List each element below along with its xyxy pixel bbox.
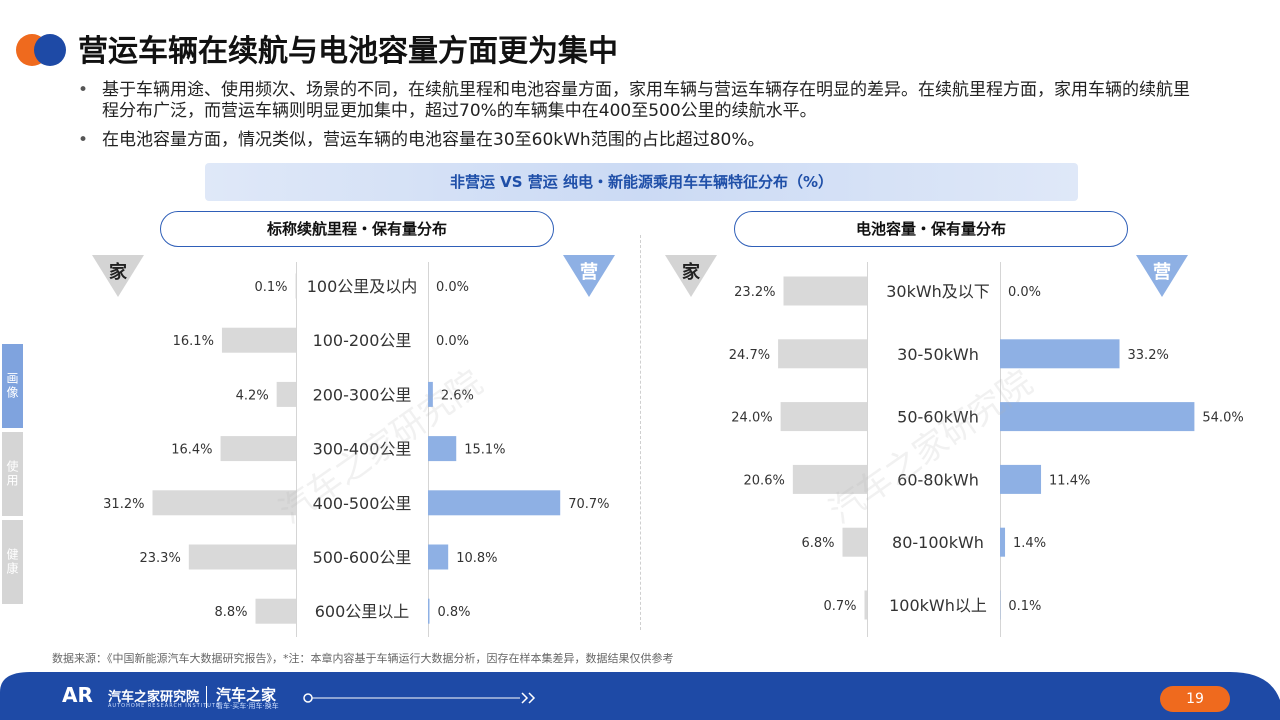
battery-private-bar [780,402,867,432]
panel-divider [640,235,641,630]
range-category-label: 400-500公里 [313,494,412,513]
range-commercial-bar [428,381,433,407]
range-private-bar [221,327,296,353]
battery-commercial-value-label: 0.1% [1008,599,1041,614]
range-commercial-value-label: 10.8% [456,551,497,566]
battery-private-value-label: 24.7% [729,348,770,363]
battery-private-bar [842,527,867,557]
side-tab-health[interactable]: 健康 [2,520,23,604]
page-title: 营运车辆在续航与电池容量方面更为集中 [78,34,618,69]
footer-brand: 汽车之家 [216,686,277,704]
title-decoration-icon [16,34,66,66]
bullet-item: 在电池容量方面，情况类似，营运车辆的电池容量在30至60kWh范围的占比超过80… [78,130,1198,151]
range-private-value-label: 16.4% [171,443,212,458]
footer-logo-icon: AR [62,684,93,706]
battery-commercial-value-label: 0.0% [1008,285,1041,300]
battery-category-label: 100kWh以上 [889,596,987,615]
range-category-label: 100-200公里 [313,331,412,350]
battery-category-label: 80-100kWh [892,533,984,552]
range-commercial-bar [428,436,457,462]
private-marker-label: 家 [109,262,127,283]
commercial-marker-label: 营 [580,262,598,283]
battery-commercial-bar [1000,464,1042,494]
range-private-value-label: 23.3% [140,551,181,566]
battery-private-value-label: 0.7% [823,599,856,614]
range-commercial-value-label: 0.8% [437,605,470,620]
range-commercial-value-label: 70.7% [568,497,609,512]
battery-chart-title: 电池容量・保有量分布 [734,211,1128,247]
chart-banner: 非营运 VS 营运 纯电・新能源乘用车车辆特征分布（%） [205,163,1078,201]
page-number: 19 [1160,686,1230,712]
battery-private-value-label: 6.8% [801,536,834,551]
battery-commercial-bar [1000,339,1120,369]
commercial-marker-icon [563,255,615,297]
private-marker-icon-2 [665,255,717,297]
range-chart-title: 标称续航里程・保有量分布 [160,211,554,247]
range-commercial-value-label: 0.0% [436,334,469,349]
battery-commercial-value-label: 33.2% [1128,348,1169,363]
battery-private-bar [783,276,867,306]
range-category-label: 500-600公里 [313,548,412,567]
footer-bar [0,672,1280,720]
battery-private-bar [792,464,867,494]
range-category-label: 200-300公里 [313,385,412,404]
commercial-marker-icon-2 [1136,255,1188,297]
range-private-bar [276,381,296,407]
footer-logo-sub: AUTOHOME RESEARCH INSTITUTE [108,703,221,709]
battery-commercial-bar [1000,527,1006,557]
range-private-value-label: 0.1% [255,280,288,295]
battery-category-label: 50-60kWh [897,408,979,427]
battery-private-value-label: 20.6% [744,473,785,488]
battery-category-label: 30kWh及以下 [886,282,990,301]
range-private-bar [152,490,296,516]
range-category-label: 100公里及以内 [307,277,418,296]
footer-separator [206,686,207,708]
range-commercial-value-label: 15.1% [464,443,505,458]
footer-progress-icon [303,692,536,704]
commercial-marker-label-2: 营 [1153,262,1171,283]
battery-private-value-label: 24.0% [731,411,772,426]
battery-right-axis [1000,262,1001,637]
range-private-bar [188,544,296,570]
range-private-value-label: 8.8% [214,605,247,620]
private-marker-icon [92,255,144,297]
battery-commercial-value-label: 11.4% [1049,473,1090,488]
battery-commercial-value-label: 54.0% [1202,411,1243,426]
range-private-value-label: 31.2% [103,497,144,512]
range-private-value-label: 4.2% [236,388,269,403]
battery-private-bar [778,339,867,369]
source-note: 数据来源：《中国新能源汽车大数据研究报告》，*注：本章内容基于车辆运行大数据分析… [52,652,674,665]
range-commercial-bar [428,598,430,624]
range-commercial-value-label: 2.6% [441,388,474,403]
range-commercial-bar [428,490,561,516]
svg-text:AR: AR [62,684,93,706]
range-category-label: 300-400公里 [313,440,412,459]
range-left-axis [296,262,297,637]
battery-commercial-bar [1000,402,1195,432]
battery-category-label: 30-50kWh [897,345,979,364]
range-commercial-value-label: 0.0% [436,280,469,295]
range-private-bar [220,436,296,462]
private-marker-label-2: 家 [682,262,700,283]
range-commercial-bar [428,544,449,570]
battery-private-bar [864,590,867,620]
battery-private-value-label: 23.2% [734,285,775,300]
side-tab-usage[interactable]: 使用 [2,432,23,516]
side-tab-portrait[interactable]: 画像 [2,344,23,428]
battery-category-label: 60-80kWh [897,470,979,489]
footer-brand-sub: 看车·买车·用车·换车 [216,702,279,710]
bullet-list: 基于车辆用途、使用频次、场景的不同，在续航里程和电池容量方面，家用车辆与营运车辆… [78,80,1198,159]
range-category-label: 600公里以上 [315,602,410,621]
battery-left-axis [867,262,868,637]
range-private-bar [255,598,296,624]
range-private-value-label: 16.1% [173,334,214,349]
footer-logo-text: 汽车之家研究院 [108,690,200,705]
bullet-item: 基于车辆用途、使用频次、场景的不同，在续航里程和电池容量方面，家用车辆与营运车辆… [78,80,1198,122]
battery-commercial-value-label: 1.4% [1013,536,1046,551]
